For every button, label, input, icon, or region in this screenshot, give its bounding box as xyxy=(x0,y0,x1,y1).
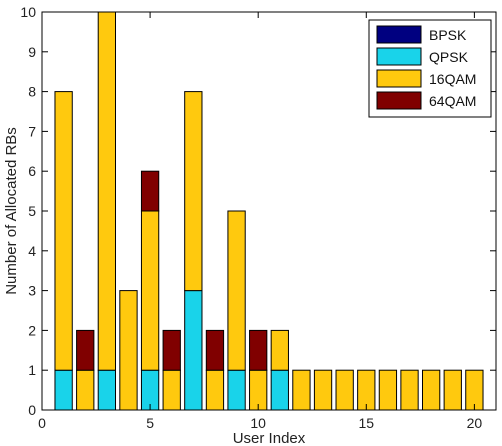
y-tick-label: 10 xyxy=(20,4,36,20)
x-tick-label: 15 xyxy=(358,415,374,431)
x-tick-label: 5 xyxy=(146,415,154,431)
bar-segment-64qam-user-6 xyxy=(162,329,181,371)
x-tick-label: 20 xyxy=(467,415,483,431)
y-tick-label: 2 xyxy=(28,322,36,338)
y-tick-label: 4 xyxy=(28,243,36,259)
bar-segment-64qam-user-8 xyxy=(205,329,225,371)
bar-segment-16qam-user-18 xyxy=(421,369,441,411)
bar-segment-qpsk-user-1 xyxy=(54,369,73,411)
bar-segment-64qam-user-2 xyxy=(76,329,95,371)
legend: BPSK QPSK 16QAM 64QAM xyxy=(368,19,492,118)
bar-segment-16qam-user-1 xyxy=(54,91,73,371)
y-tick-label: 7 xyxy=(28,123,36,139)
ticks-layer: 0 1 2 3 4 5 6 7 8 9 10 0 5 10 15 20 xyxy=(20,4,496,431)
x-tick-label: 10 xyxy=(250,415,266,431)
bar-segment-16qam-user-14 xyxy=(335,369,354,411)
y-tick-label: 3 xyxy=(28,283,36,299)
legend-label-bpsk: BPSK xyxy=(429,27,467,43)
legend-swatch-qpsk xyxy=(376,47,422,66)
legend-label-qpsk: QPSK xyxy=(429,49,469,65)
y-tick-label: 1 xyxy=(28,362,36,378)
bar-segment-16qam-user-5 xyxy=(140,210,160,371)
legend-swatch-16qam xyxy=(376,69,422,88)
bars-layer xyxy=(54,11,484,411)
bar-segment-64qam-user-5 xyxy=(140,170,160,212)
bar-segment-16qam-user-4 xyxy=(119,290,138,411)
y-tick-label: 5 xyxy=(28,203,36,219)
bar-segment-16qam-user-17 xyxy=(400,369,419,411)
bar-segment-16qam-user-11 xyxy=(270,329,289,371)
bar-segment-16qam-user-2 xyxy=(76,369,95,411)
bar-segment-16qam-user-9 xyxy=(227,210,246,371)
bar-segment-qpsk-user-11 xyxy=(270,369,289,411)
legend-swatch-bpsk xyxy=(376,25,422,44)
bar-segment-64qam-user-10 xyxy=(249,329,268,371)
legend-swatch-64qam xyxy=(376,91,422,110)
bar-segment-16qam-user-6 xyxy=(162,369,181,411)
bar-segment-qpsk-user-9 xyxy=(227,369,246,411)
bar-segment-16qam-user-13 xyxy=(313,369,333,411)
bar-segment-qpsk-user-7 xyxy=(184,290,203,411)
bar-segment-16qam-user-19 xyxy=(443,369,462,411)
bar-segment-16qam-user-16 xyxy=(378,369,398,411)
bar-segment-16qam-user-3 xyxy=(97,11,117,371)
y-tick-label: 6 xyxy=(28,163,36,179)
y-axis-title: Number of Allocated RBs xyxy=(3,127,20,295)
bar-segment-qpsk-user-3 xyxy=(97,369,117,411)
legend-label-64qam: 64QAM xyxy=(429,93,476,109)
legend-label-16qam: 16QAM xyxy=(429,71,476,87)
bar-segment-16qam-user-7 xyxy=(184,91,203,292)
y-tick-label: 0 xyxy=(28,402,36,418)
x-tick-label: 0 xyxy=(38,415,46,431)
y-tick-label: 9 xyxy=(28,44,36,60)
bar-segment-16qam-user-8 xyxy=(205,369,225,411)
y-tick-label: 8 xyxy=(28,84,36,100)
bar-segment-16qam-user-12 xyxy=(292,369,311,411)
x-axis-title: User Index xyxy=(233,430,306,446)
